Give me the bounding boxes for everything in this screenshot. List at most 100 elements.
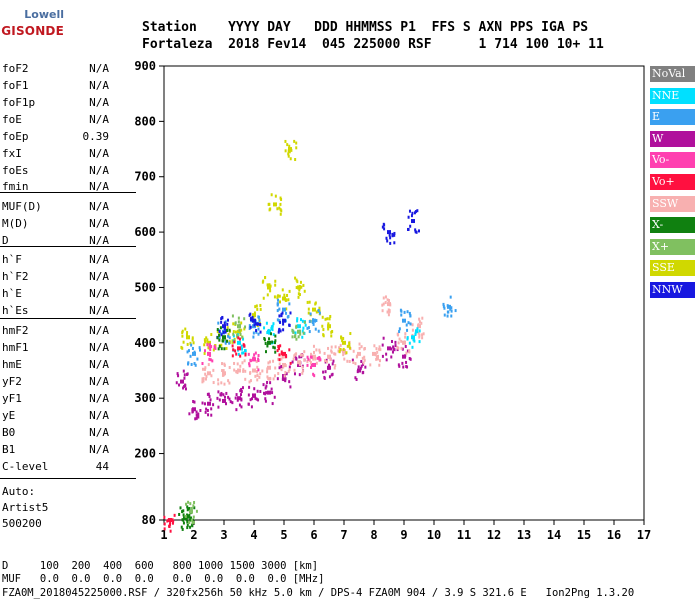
echo-speckle — [209, 348, 212, 352]
echo-speckle — [220, 391, 223, 395]
echo-speckle — [361, 371, 364, 375]
x-tick-label: 8 — [370, 528, 377, 542]
echo-speckle — [405, 351, 408, 355]
echo-speckle — [240, 405, 243, 409]
echo-speckle — [176, 372, 179, 376]
echo-speckle — [187, 361, 190, 365]
echo-speckle — [386, 310, 389, 314]
echo-speckle — [358, 342, 361, 346]
echo-speckle — [202, 379, 205, 383]
echo-speckle — [418, 340, 421, 344]
echo-speckle — [185, 518, 188, 522]
echo-speckle — [363, 358, 366, 362]
echo-speckle — [322, 370, 325, 374]
point-e — [282, 307, 286, 312]
echo-speckle — [393, 348, 396, 352]
echo-speckle — [361, 356, 364, 360]
echo-speckle — [276, 318, 279, 322]
echo-speckle — [331, 372, 334, 376]
echo-speckle — [223, 395, 226, 399]
echo-speckle — [189, 341, 192, 345]
point-nne — [237, 340, 241, 345]
echo-speckle — [172, 519, 175, 523]
echo-speckle — [348, 343, 351, 347]
point-vo — [282, 351, 286, 356]
echo-speckle — [381, 343, 384, 347]
echo-speckle — [242, 368, 245, 372]
echo-speckle — [280, 357, 283, 361]
echo-speckle — [281, 288, 284, 292]
echo-speckle — [411, 323, 414, 327]
echo-speckle — [185, 502, 188, 506]
echo-speckle — [446, 314, 449, 318]
echo-speckle — [220, 381, 223, 385]
echo-speckle — [184, 514, 187, 518]
echo-speckle — [235, 408, 238, 412]
echo-speckle — [324, 370, 327, 374]
echo-speckle — [184, 327, 187, 331]
echo-speckle — [284, 298, 287, 302]
echo-speckle — [207, 413, 210, 417]
echo-speckle — [318, 311, 321, 315]
echo-speckle — [188, 412, 191, 416]
echo-speckle — [280, 368, 283, 372]
echo-speckle — [312, 350, 315, 354]
echo-speckle — [181, 346, 184, 350]
echo-speckle — [301, 369, 304, 373]
echo-speckle — [411, 328, 414, 332]
echo-speckle — [295, 141, 298, 145]
echo-speckle — [221, 339, 224, 343]
echo-speckle — [254, 305, 257, 309]
echo-speckle — [210, 407, 213, 411]
echo-speckle — [277, 330, 280, 334]
digisonde-logo: Lowell DIGISONDE — [0, 8, 64, 44]
echo-speckle — [208, 345, 211, 349]
echo-speckle — [375, 357, 378, 361]
echo-speckle — [315, 310, 318, 314]
echo-speckle — [299, 318, 302, 322]
echo-speckle — [237, 336, 240, 340]
echo-speckle — [181, 334, 184, 338]
echo-speckle — [192, 341, 195, 345]
echo-speckle — [294, 158, 297, 162]
echo-speckle — [386, 298, 389, 302]
echo-speckle — [236, 371, 239, 375]
point-w — [192, 407, 196, 412]
footer-distance-row: D 100 200 400 600 800 1000 1500 3000 [km… — [2, 560, 319, 572]
echo-speckle — [163, 527, 166, 531]
echo-speckle — [406, 227, 409, 231]
echo-speckle — [277, 346, 280, 350]
echo-speckle — [288, 368, 291, 372]
echo-speckle — [220, 343, 223, 347]
echo-speckle — [163, 515, 166, 519]
echo-speckle — [218, 344, 221, 348]
echo-speckle — [346, 359, 349, 363]
echo-speckle — [414, 329, 417, 333]
echo-speckle — [404, 332, 407, 336]
echo-speckle — [318, 306, 321, 310]
echo-speckle — [416, 327, 419, 331]
echo-speckle — [259, 372, 262, 376]
legend-sse: SSE — [650, 260, 695, 277]
echo-speckle — [228, 381, 231, 385]
echo-speckle — [343, 357, 346, 361]
point-x — [222, 335, 226, 340]
echo-speckle — [414, 210, 417, 214]
echo-speckle — [278, 366, 281, 370]
echo-speckle — [393, 233, 396, 237]
echo-speckle — [278, 206, 281, 210]
echo-speckle — [288, 380, 291, 384]
echo-speckle — [207, 363, 210, 367]
echo-speckle — [247, 402, 250, 406]
y-tick-label: 400 — [134, 336, 156, 350]
echo-speckle — [364, 365, 367, 369]
echo-speckle — [394, 340, 397, 344]
echo-speckle — [232, 322, 235, 326]
echo-speckle — [421, 336, 424, 340]
echo-speckle — [217, 347, 220, 351]
echo-speckle — [421, 316, 424, 320]
echo-speckle — [267, 377, 270, 381]
echo-speckle — [314, 301, 317, 305]
echo-speckle — [256, 307, 259, 311]
echo-speckle — [268, 283, 271, 287]
